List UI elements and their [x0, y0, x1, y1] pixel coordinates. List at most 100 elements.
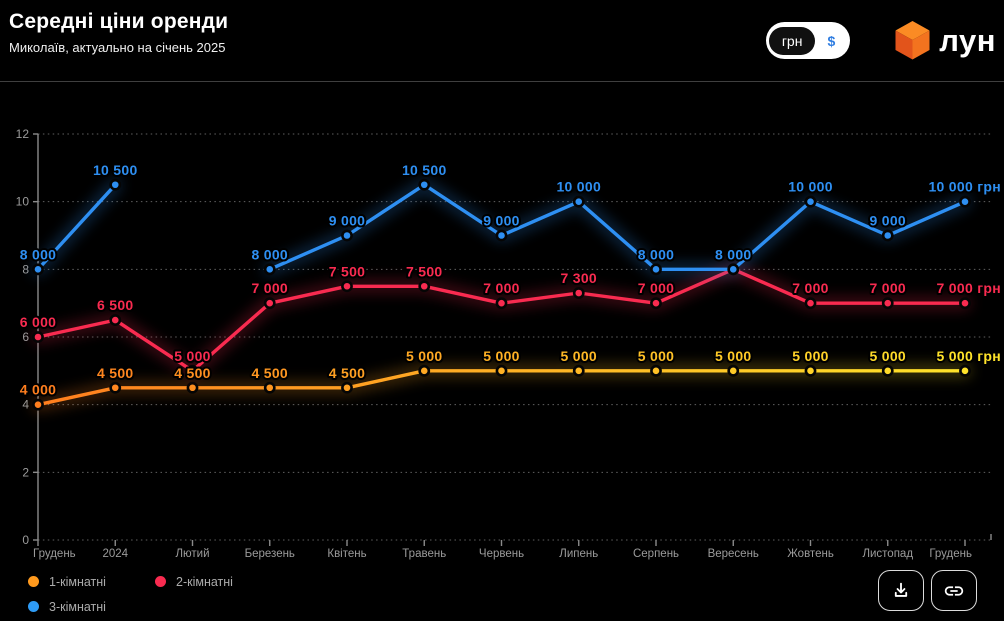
data-point[interactable] [495, 364, 508, 377]
value-label: 10 500 [93, 162, 138, 178]
data-point[interactable] [572, 195, 585, 208]
data-point[interactable] [32, 263, 44, 276]
lun-logo[interactable]: лун [894, 20, 998, 61]
data-point[interactable] [263, 263, 276, 276]
data-point[interactable] [109, 381, 122, 394]
value-label: 7 000 [638, 280, 675, 296]
download-icon [894, 582, 908, 597]
legend-item-2-room[interactable]: 2-кімнатні [155, 575, 233, 589]
data-point[interactable] [650, 364, 662, 377]
data-point[interactable] [881, 364, 894, 377]
series-color-dot [155, 576, 166, 587]
data-point[interactable] [109, 178, 122, 191]
legend-label: 2-кімнатні [176, 574, 233, 589]
x-axis-label: Листопад [862, 548, 913, 560]
data-point[interactable] [263, 297, 276, 310]
lun-cube-icon [895, 21, 930, 60]
value-label: 9 000 [869, 213, 906, 229]
data-point[interactable] [186, 364, 199, 377]
page-title: Середні ціни оренди [9, 10, 229, 33]
x-axis-label: 2024 [102, 548, 128, 560]
value-label: 8 000 [638, 246, 675, 262]
series-line [268, 183, 967, 271]
data-point[interactable] [804, 297, 817, 310]
data-point[interactable] [263, 381, 276, 394]
data-point[interactable] [495, 297, 508, 310]
chart-legend: 1-кімнатні 2-кімнатні 3-кімнатні [28, 569, 233, 619]
x-axis-label: Травень [402, 548, 446, 560]
data-point[interactable] [959, 297, 971, 310]
data-point[interactable] [804, 195, 817, 208]
x-axis-label: Липень [559, 548, 598, 560]
currency-option-usd[interactable]: $ [827, 32, 836, 49]
value-label: 7 500 [406, 263, 443, 279]
data-point[interactable] [109, 314, 122, 326]
value-label: 9 000 [329, 213, 366, 229]
data-point[interactable] [650, 263, 662, 276]
data-point[interactable] [572, 364, 585, 377]
data-point[interactable] [650, 297, 662, 310]
y-axis-label: 4 [22, 398, 29, 412]
legend-label: 1-кімнатні [49, 574, 106, 589]
data-point[interactable] [727, 263, 740, 276]
x-axis-label: Лютий [175, 548, 209, 560]
x-axis-label: Вересень [708, 548, 759, 560]
y-axis-label: 12 [16, 127, 30, 141]
data-point[interactable] [959, 195, 971, 208]
value-label: 5 000 [406, 348, 443, 364]
value-label: 10 000 грн [928, 179, 1001, 195]
data-point[interactable] [32, 331, 44, 343]
data-point[interactable] [727, 364, 740, 377]
data-point[interactable] [418, 364, 431, 377]
data-point[interactable] [341, 280, 353, 293]
data-point[interactable] [572, 287, 585, 299]
data-point[interactable] [881, 229, 894, 242]
currency-toggle[interactable]: грн $ [765, 22, 851, 59]
legend-item-3-room[interactable]: 3-кімнатні [28, 600, 155, 614]
x-axis-label: Жовтень [787, 548, 834, 560]
series-color-dot [28, 601, 39, 612]
value-label: 5 000 [638, 348, 675, 364]
series-glow [263, 178, 972, 276]
value-label: 4 500 [97, 365, 134, 381]
value-label: 7 000 [483, 280, 520, 296]
header-right: грн $ лун [765, 0, 1004, 61]
data-point[interactable] [495, 229, 508, 242]
data-point[interactable] [881, 297, 894, 310]
copy-link-button[interactable] [931, 570, 977, 611]
data-point[interactable] [32, 398, 44, 411]
data-point[interactable] [959, 364, 971, 377]
data-point[interactable] [341, 381, 353, 394]
data-point[interactable] [341, 229, 353, 242]
series-line [36, 183, 118, 271]
value-label: 7 300 [560, 270, 597, 286]
value-label: 9 000 [483, 213, 520, 229]
chart-actions [878, 570, 977, 611]
value-label: 5 000 [869, 348, 906, 364]
value-label: 10 000 [556, 179, 601, 195]
link-icon [944, 585, 964, 596]
value-label: 4 500 [251, 365, 288, 381]
x-axis-label: Червень [479, 548, 524, 560]
logo-text: лун [939, 23, 996, 58]
data-point[interactable] [418, 280, 431, 293]
value-label: 5 000 грн [937, 348, 1001, 364]
currency-option-uah[interactable]: грн [768, 26, 816, 55]
value-label: 7 500 [329, 263, 366, 279]
legend-item-1-room[interactable]: 1-кімнатні [28, 575, 155, 589]
value-label: 4 500 [174, 365, 211, 381]
download-button[interactable] [878, 570, 924, 611]
data-point[interactable] [804, 364, 817, 377]
value-label: 8 000 [20, 246, 57, 262]
y-axis-label: 8 [22, 262, 29, 276]
x-axis-label: Березень [245, 548, 295, 560]
value-label: 5 000 [792, 348, 829, 364]
value-label: 4 000 [20, 382, 57, 398]
y-axis-label: 2 [22, 465, 29, 479]
x-axis-label: Квітень [327, 548, 366, 560]
y-axis-label: 0 [22, 533, 29, 547]
data-point[interactable] [186, 381, 199, 394]
data-point[interactable] [418, 178, 431, 191]
value-label: 5 000 [483, 348, 520, 364]
